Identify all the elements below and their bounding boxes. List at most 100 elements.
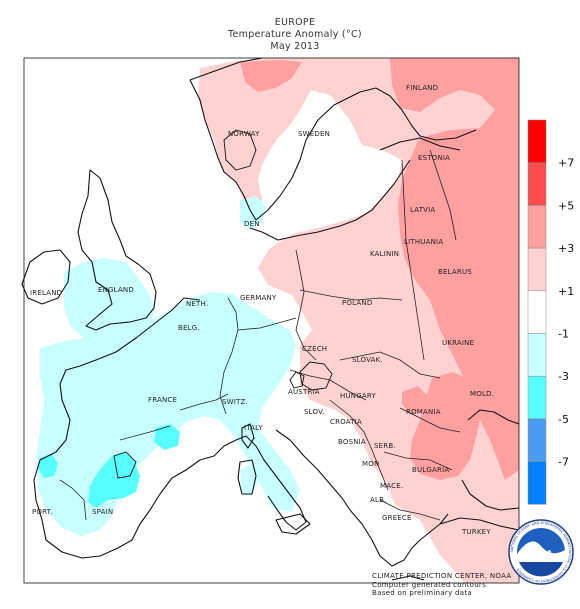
cool-area-france-south bbox=[154, 424, 180, 450]
national-borders bbox=[59, 149, 461, 521]
coast-ireland bbox=[21, 249, 71, 305]
coast-corsica bbox=[241, 423, 255, 449]
label-england: ENGLAND bbox=[98, 286, 134, 294]
colorbar-segment bbox=[527, 162, 547, 206]
noaa-logo-text: NOAA bbox=[530, 549, 553, 557]
credit-note: Based on preliminary data bbox=[372, 589, 473, 598]
colorbar-segment bbox=[527, 205, 547, 249]
colorbar-segment bbox=[527, 333, 547, 377]
warm-area-romania-small bbox=[402, 386, 428, 414]
label-romania: ROMANIA bbox=[406, 408, 441, 416]
label-poland: POLAND bbox=[342, 299, 372, 307]
coast-sicily bbox=[275, 513, 311, 535]
coast-britain bbox=[77, 169, 157, 331]
label-belarus: BELARUS bbox=[438, 268, 472, 276]
map-title-variable: Temperature Anomaly (°C) bbox=[228, 29, 362, 40]
label-spain: SPAIN bbox=[92, 508, 113, 516]
coast-med-north bbox=[199, 435, 307, 531]
label-mace: MACE. bbox=[380, 482, 403, 490]
label-finland: FINLAND bbox=[406, 84, 438, 92]
label-italy: ITALY bbox=[244, 424, 263, 432]
label-neth: NETH. bbox=[186, 300, 208, 308]
label-serb: SERB. bbox=[374, 442, 396, 450]
map-title-region: EUROPE bbox=[274, 17, 316, 28]
coast-greece bbox=[371, 513, 449, 567]
colorbar-segment bbox=[527, 418, 547, 462]
label-germany: GERMANY bbox=[240, 294, 277, 302]
colorbar-tick-label: -3 bbox=[558, 370, 569, 383]
label-bulgaria: BULGARIA bbox=[412, 466, 449, 474]
warm-area-scandinavia bbox=[198, 58, 312, 215]
coast-turkey bbox=[439, 517, 520, 531]
warm-area-north-norway bbox=[240, 60, 302, 92]
noaa-logo-wave bbox=[519, 562, 563, 577]
label-switz: SWITZ. bbox=[222, 398, 248, 406]
coast-crete bbox=[391, 575, 425, 581]
coast-finland-south bbox=[379, 137, 461, 151]
cool-anomaly-areas bbox=[36, 196, 300, 536]
noaa-logo: NOAA NATIONAL OCEANIC AND ATMOSPHERIC AD… bbox=[508, 519, 574, 585]
coast-adriatic bbox=[275, 429, 373, 541]
label-croatia: CROATIA bbox=[330, 418, 362, 426]
colorbar-segment bbox=[527, 461, 547, 505]
colorbar-segment bbox=[527, 375, 547, 420]
contour-lines bbox=[113, 129, 333, 479]
colorbar-tick-label: +1 bbox=[558, 285, 574, 298]
colorbar-tick-label: -5 bbox=[558, 413, 569, 426]
warm-area-balkans bbox=[410, 372, 480, 480]
colorbar: +7 +5 +3 +1 -1 -3 -5 -7 bbox=[527, 119, 574, 505]
label-ireland: IRELAND bbox=[30, 289, 62, 297]
coast-gulf-bothnia bbox=[375, 87, 477, 141]
credit-method: Computer generated contours bbox=[372, 580, 487, 589]
label-port: PORT. bbox=[32, 508, 53, 516]
colorbar-segment bbox=[527, 290, 547, 334]
label-bosnia: BOSNIA bbox=[338, 438, 366, 446]
warm-anomaly-areas bbox=[198, 58, 519, 583]
label-mon: MON bbox=[362, 460, 379, 468]
label-slov: SLOV. bbox=[304, 408, 325, 416]
label-austria: AUSTRIA bbox=[288, 388, 320, 396]
label-ukraine: UKRAINE bbox=[442, 339, 474, 347]
cool-area-denmark bbox=[240, 196, 266, 230]
coastlines bbox=[21, 57, 520, 581]
contour-spain-ring bbox=[113, 451, 137, 479]
map-title-date: May 2013 bbox=[270, 41, 320, 52]
label-hungary: HUNGARY bbox=[340, 392, 376, 400]
country-labels: FINLAND SWEDEN NORWAY ESTONIA LATVIA LIT… bbox=[30, 84, 494, 536]
contour-norway bbox=[223, 129, 257, 171]
map-title-block: EUROPE Temperature Anomaly (°C) May 2013 bbox=[0, 17, 580, 53]
map-frame bbox=[23, 57, 520, 584]
colorbar-segment bbox=[527, 247, 547, 292]
coast-baltic-south bbox=[249, 159, 411, 241]
label-france: FRANCE bbox=[148, 396, 177, 404]
contour-austria-2 bbox=[289, 371, 305, 389]
colorbar-tick-label: +7 bbox=[558, 157, 574, 170]
label-norway: NORWAY bbox=[228, 130, 260, 138]
label-mold: MOLD. bbox=[470, 390, 494, 398]
colorbar-tick-label: +5 bbox=[558, 199, 574, 212]
label-lithuania: LITHUANIA bbox=[404, 238, 443, 246]
contour-austria-1 bbox=[299, 361, 333, 391]
label-belg: BELG. bbox=[178, 324, 200, 332]
label-latvia: LATVIA bbox=[410, 206, 435, 214]
colorbar-segment bbox=[527, 119, 547, 163]
label-den: DEN bbox=[244, 220, 260, 228]
warm-area-russia-west bbox=[456, 140, 519, 388]
cool-area-spain-west bbox=[38, 454, 58, 478]
label-greece: GREECE bbox=[382, 514, 412, 522]
colorbar-tick-label: -7 bbox=[558, 456, 569, 469]
label-sweden: SWEDEN bbox=[298, 130, 330, 138]
coast-continent-west bbox=[33, 297, 201, 559]
colorbar-tick-label: +3 bbox=[558, 242, 574, 255]
colorbar-tick-label: -1 bbox=[558, 328, 569, 341]
cool-area-spain-strong bbox=[88, 452, 140, 508]
coast-sweden bbox=[255, 87, 377, 221]
credit-source: CLIMATE PREDICTION CENTER, NOAA bbox=[372, 572, 512, 580]
label-kalinin: KALININ bbox=[370, 250, 399, 258]
label-czech: CZECH bbox=[302, 345, 327, 353]
label-estonia: ESTONIA bbox=[418, 154, 450, 162]
credit-block: CLIMATE PREDICTION CENTER, NOAA Computer… bbox=[372, 572, 511, 598]
label-slovak: SLOVAK. bbox=[352, 356, 383, 364]
label-turkey: TURKEY bbox=[461, 528, 491, 536]
